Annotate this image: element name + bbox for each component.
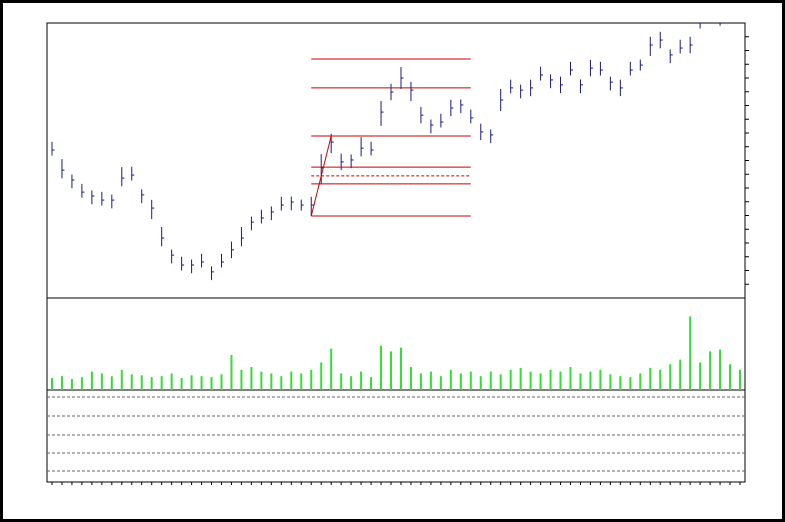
volume-bar (659, 369, 662, 390)
volume-panel (50, 316, 742, 390)
volume-bar (639, 373, 642, 390)
volume-bar (589, 371, 592, 390)
volume-bar (679, 359, 682, 390)
volume-bar (280, 376, 283, 390)
volume-bar (519, 367, 522, 390)
volume-bar (609, 374, 612, 390)
volume-bar (200, 376, 203, 390)
volume-bar (429, 371, 432, 390)
volume-bar (60, 376, 63, 390)
volume-bar (689, 316, 692, 390)
volume-bar (469, 371, 472, 390)
volume-bar (150, 377, 153, 390)
volume-bar (539, 373, 542, 390)
volume-bar (300, 373, 303, 390)
volume-bar (160, 376, 163, 390)
axes (51, 36, 749, 485)
volume-bar (250, 367, 253, 390)
volume-bar (449, 369, 452, 390)
volume-bar (719, 349, 722, 390)
volume-bar (409, 367, 412, 390)
volume-bar (100, 373, 103, 390)
trend-line (310, 135, 332, 217)
indicator-grid (47, 396, 745, 472)
volume-bar (340, 373, 343, 390)
volume-bar (629, 377, 632, 390)
volume-bar (370, 377, 373, 390)
volume-bar (739, 369, 742, 390)
volume-bar (360, 371, 363, 390)
volume-bar (50, 378, 53, 390)
volume-bar (569, 367, 572, 390)
volume-bar (419, 373, 422, 390)
volume-bar (439, 376, 442, 390)
volume-bar (210, 377, 213, 390)
volume-bar (330, 348, 333, 390)
volume-bar (390, 351, 393, 390)
volume-bar (260, 371, 263, 390)
volume-bar (170, 373, 173, 390)
volume-bar (669, 364, 672, 390)
volume-bar (479, 376, 482, 390)
volume-bar (559, 371, 562, 390)
volume-bar (320, 362, 323, 390)
volume-bar (350, 376, 353, 390)
volume-bar (70, 378, 73, 390)
volume-bar (270, 373, 273, 390)
volume-bar (380, 345, 383, 390)
volume-bar (110, 376, 113, 390)
volume-bar (290, 371, 293, 390)
volume-bar (499, 374, 502, 390)
volume-bar (699, 362, 702, 390)
volume-bar (190, 375, 193, 390)
price-panel (51, 23, 721, 281)
volume-bar (649, 367, 652, 390)
volume-bar (240, 369, 243, 390)
volume-bar (399, 347, 402, 390)
volume-bar (80, 377, 83, 390)
volume-bar (90, 371, 93, 390)
plot-frame (46, 22, 746, 483)
volume-bar (549, 369, 552, 390)
volume-bar (120, 369, 123, 390)
volume-bar (180, 378, 183, 390)
volume-bar (489, 371, 492, 390)
volume-bar (619, 376, 622, 390)
volume-bar (459, 373, 462, 390)
volume-bar (579, 373, 582, 390)
volume-bar (220, 374, 223, 390)
volume-bar (529, 371, 532, 390)
volume-bar (709, 351, 712, 390)
volume-bar (140, 375, 143, 390)
volume-bar (729, 364, 732, 390)
volume-bar (130, 374, 133, 390)
volume-bar (310, 369, 313, 390)
volume-bar (230, 355, 233, 390)
volume-bar (509, 369, 512, 390)
volume-bar (599, 369, 602, 390)
